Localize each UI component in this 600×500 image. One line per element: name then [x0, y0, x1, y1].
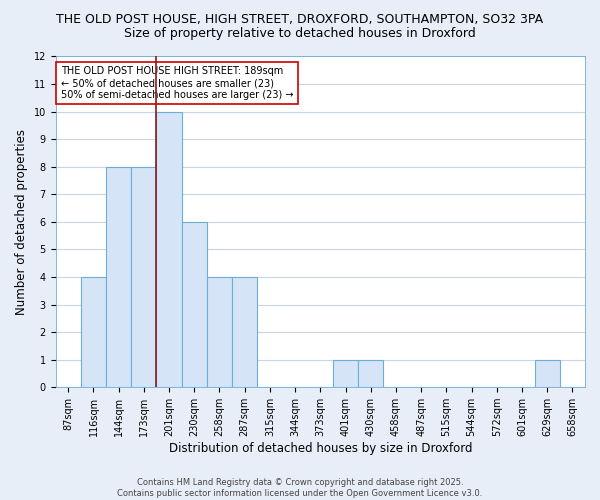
X-axis label: Distribution of detached houses by size in Droxford: Distribution of detached houses by size …: [169, 442, 472, 455]
Bar: [157, 112, 182, 387]
Bar: [131, 166, 157, 387]
Text: Size of property relative to detached houses in Droxford: Size of property relative to detached ho…: [124, 28, 476, 40]
Text: THE OLD POST HOUSE, HIGH STREET, DROXFORD, SOUTHAMPTON, SO32 3PA: THE OLD POST HOUSE, HIGH STREET, DROXFOR…: [56, 12, 544, 26]
Bar: [81, 277, 106, 387]
Text: THE OLD POST HOUSE HIGH STREET: 189sqm
← 50% of detached houses are smaller (23): THE OLD POST HOUSE HIGH STREET: 189sqm ←…: [61, 66, 293, 100]
Bar: [182, 222, 207, 387]
Bar: [358, 360, 383, 387]
Bar: [207, 277, 232, 387]
Bar: [232, 277, 257, 387]
Y-axis label: Number of detached properties: Number of detached properties: [15, 129, 28, 315]
Bar: [535, 360, 560, 387]
Text: Contains HM Land Registry data © Crown copyright and database right 2025.
Contai: Contains HM Land Registry data © Crown c…: [118, 478, 482, 498]
Bar: [333, 360, 358, 387]
Bar: [106, 166, 131, 387]
